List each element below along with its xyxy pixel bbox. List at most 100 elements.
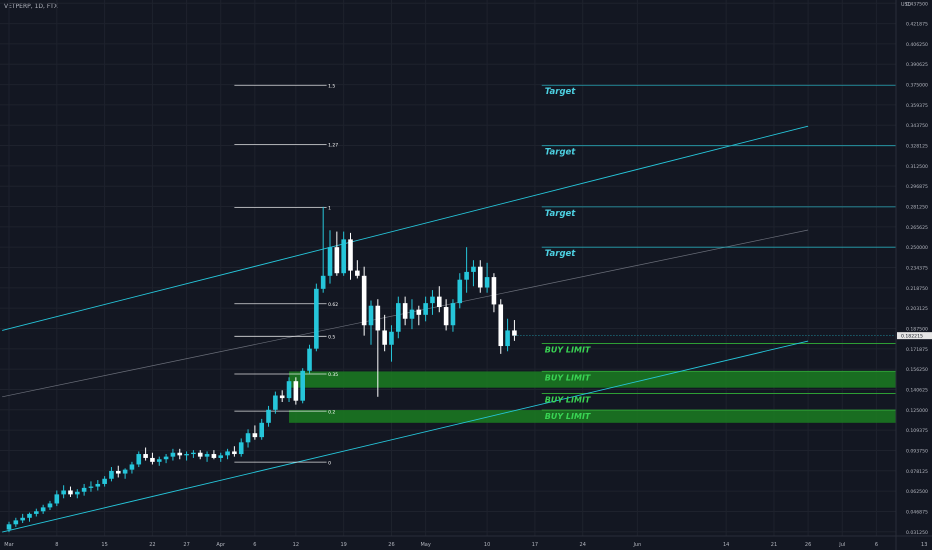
candle-body xyxy=(40,507,46,512)
candle-body xyxy=(314,288,319,349)
x-tick-label: 10 xyxy=(484,542,490,548)
candle-body xyxy=(266,409,271,423)
fib-level-label: 0.62 xyxy=(328,302,338,308)
y-tick-label: 0.187500 xyxy=(906,326,928,332)
y-tick-label: 0.078125 xyxy=(906,469,928,475)
candle xyxy=(512,320,517,341)
candle xyxy=(266,405,271,427)
y-tick-label: 0.359375 xyxy=(906,103,928,109)
x-tick-label: Apr xyxy=(216,542,226,548)
candle-body xyxy=(512,330,517,336)
candle-body xyxy=(27,513,32,518)
x-tick-label: 15 xyxy=(101,542,107,548)
candle xyxy=(88,481,94,492)
candle-body xyxy=(293,381,299,401)
candle xyxy=(464,247,469,293)
fib-level-label: 0.5 xyxy=(328,335,335,341)
candle xyxy=(416,305,422,326)
candle xyxy=(273,391,278,414)
candle xyxy=(136,451,142,468)
candle-body xyxy=(334,247,340,274)
candle xyxy=(238,438,244,457)
candle-body xyxy=(13,520,19,525)
y-tick-label: 0.312500 xyxy=(906,164,928,170)
buy-limit-label: BUY LIMIT xyxy=(545,412,591,421)
candle xyxy=(232,446,237,457)
candle-body xyxy=(61,490,66,495)
candle-body xyxy=(320,275,326,289)
candle xyxy=(477,260,483,293)
y-tick-label: 0.437500 xyxy=(906,1,928,7)
candle-body xyxy=(307,348,312,371)
candle xyxy=(491,273,497,313)
candle xyxy=(225,448,230,460)
candle-body xyxy=(252,433,258,438)
candle xyxy=(375,299,381,397)
x-tick-label: 6 xyxy=(253,542,256,548)
x-tick-label: 17 xyxy=(532,542,538,548)
candle-body xyxy=(6,524,12,530)
candle-body xyxy=(245,433,251,443)
x-tick-label: Jul xyxy=(838,542,845,548)
buy-limit-zone xyxy=(289,410,896,423)
candle-body xyxy=(477,266,483,288)
candle-body xyxy=(279,395,285,399)
candle xyxy=(109,467,114,482)
candle xyxy=(163,454,169,464)
candle xyxy=(197,450,203,460)
candle xyxy=(443,299,449,331)
y-tick-label: 0.390625 xyxy=(906,62,928,68)
candle xyxy=(396,296,401,339)
candle xyxy=(6,521,12,533)
y-tick-label: 0.218750 xyxy=(906,286,928,292)
candle xyxy=(13,517,19,527)
candle-body xyxy=(47,503,53,508)
candle xyxy=(300,368,305,404)
candle xyxy=(430,290,435,315)
chart-title: VETPERP, 1D, FTX xyxy=(4,3,58,10)
y-tick-label: 0.234375 xyxy=(906,266,928,272)
y-tick-label: 0.265625 xyxy=(906,225,928,231)
candle xyxy=(184,451,189,461)
x-tick-label: 8 xyxy=(55,542,58,548)
x-tick-label: 14 xyxy=(723,542,729,548)
candle xyxy=(122,468,128,479)
candle xyxy=(279,390,285,402)
current-price-tag xyxy=(897,332,932,340)
candle-body xyxy=(300,370,305,401)
candle xyxy=(307,344,312,374)
x-tick-label: 26 xyxy=(388,542,394,548)
candle xyxy=(81,483,87,496)
candle xyxy=(115,465,121,478)
x-tick-label: 12 xyxy=(293,542,299,548)
candle-body xyxy=(505,330,510,347)
target-label: Target xyxy=(545,209,577,219)
candle-body xyxy=(273,395,278,410)
candle-body xyxy=(225,451,230,456)
channel-upper-line xyxy=(2,125,809,331)
candle xyxy=(95,480,101,491)
candle xyxy=(54,490,60,507)
candle-body xyxy=(286,381,292,399)
candle xyxy=(34,508,39,517)
candle-body xyxy=(129,464,135,470)
channel-lower-line xyxy=(2,340,809,533)
candle-body xyxy=(218,455,224,458)
candle-body xyxy=(409,309,415,319)
x-tick-label: Jun xyxy=(632,542,641,548)
candle-body xyxy=(184,454,189,456)
candle-body xyxy=(88,486,94,488)
y-tick-label: 0.171875 xyxy=(906,347,928,353)
candle-body xyxy=(75,491,80,495)
candle-body xyxy=(355,270,360,276)
candle-body xyxy=(464,271,469,280)
candle-body xyxy=(368,305,374,326)
candle xyxy=(286,377,292,402)
candle xyxy=(471,260,476,287)
candle-body xyxy=(191,452,196,455)
candle xyxy=(75,489,80,499)
candle-body xyxy=(423,303,428,315)
candle-body xyxy=(109,470,114,479)
candle xyxy=(423,296,428,322)
